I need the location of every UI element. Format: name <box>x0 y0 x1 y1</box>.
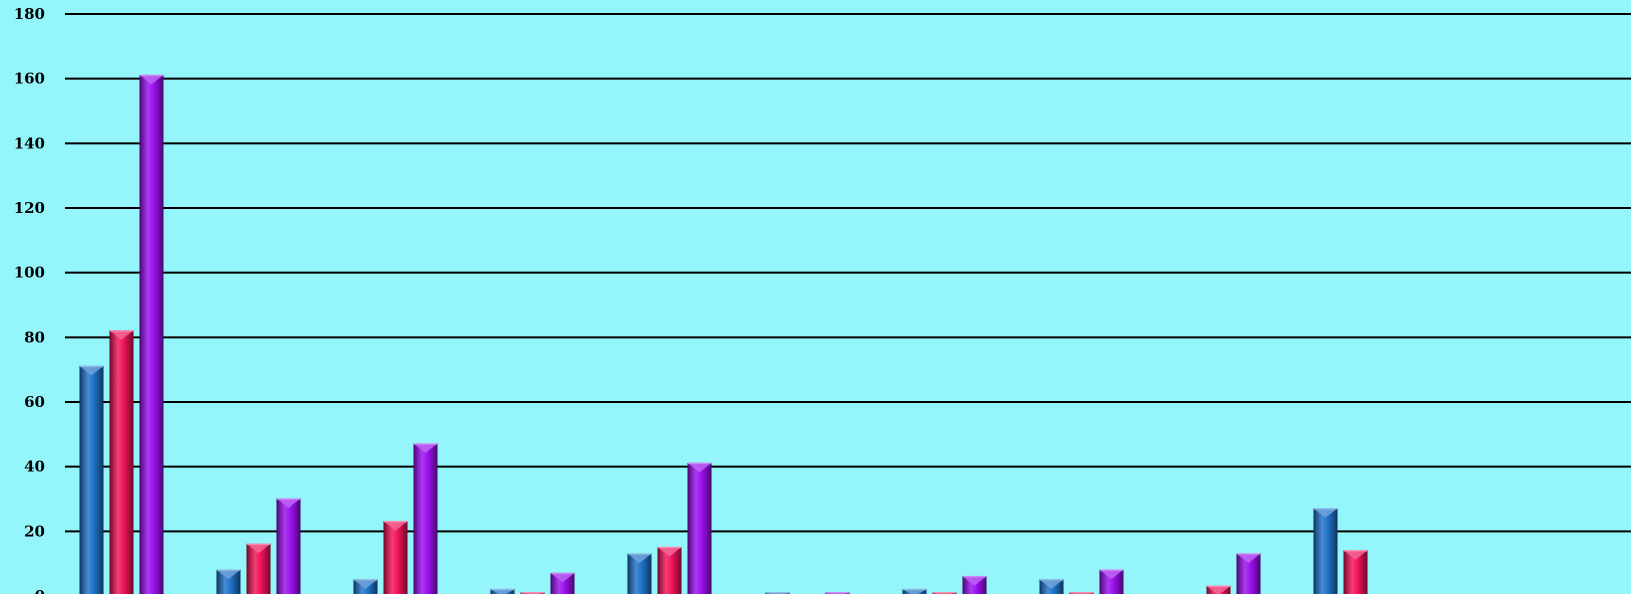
bar-s3-g1 <box>139 74 164 594</box>
y-tick-label-80: 80 <box>24 328 45 346</box>
bar-s1-g7 <box>902 588 927 594</box>
y-tick-label-100: 100 <box>14 264 45 282</box>
y-tick-label-180: 180 <box>14 5 45 23</box>
bar-s3-g4 <box>550 572 575 594</box>
y-tick-label-120: 120 <box>14 199 45 217</box>
bar-s2-g2 <box>246 543 271 594</box>
bar-s1-g2 <box>216 569 241 594</box>
y-tick-label-20: 20 <box>24 522 45 540</box>
bar-s3-g7 <box>962 575 987 594</box>
bar-s3-g8 <box>1099 569 1124 594</box>
bar-s3-g2 <box>276 498 301 594</box>
y-tick-label-160: 160 <box>14 70 45 88</box>
bar-s3-g5 <box>687 462 712 594</box>
bar-s1-g5 <box>627 553 652 594</box>
bar-s1-g10 <box>1313 507 1338 594</box>
y-tick-label-60: 60 <box>24 393 45 411</box>
bar-s1-g4 <box>490 588 515 594</box>
bar-s1-g3 <box>353 579 378 594</box>
bar-s2-g5 <box>657 546 682 594</box>
bar-s3-g3 <box>413 443 438 594</box>
y-tick-label-0: 0 <box>35 587 45 594</box>
bar-s2-g3 <box>383 520 408 594</box>
bar-s2-g10 <box>1343 549 1368 594</box>
bars <box>79 74 1368 594</box>
bar-s1-g1 <box>79 365 104 594</box>
y-axis-ticks: 0 20 40 60 80 100 120 140 160 180 <box>14 5 45 594</box>
bar-s2-g1 <box>109 330 134 594</box>
bar-s3-g9 <box>1236 553 1261 594</box>
y-tick-label-140: 140 <box>14 134 45 152</box>
grid-lines <box>65 13 1631 533</box>
bar-s1-g8 <box>1039 579 1064 594</box>
bar-s2-g9 <box>1206 585 1231 594</box>
y-tick-label-40: 40 <box>24 458 45 476</box>
